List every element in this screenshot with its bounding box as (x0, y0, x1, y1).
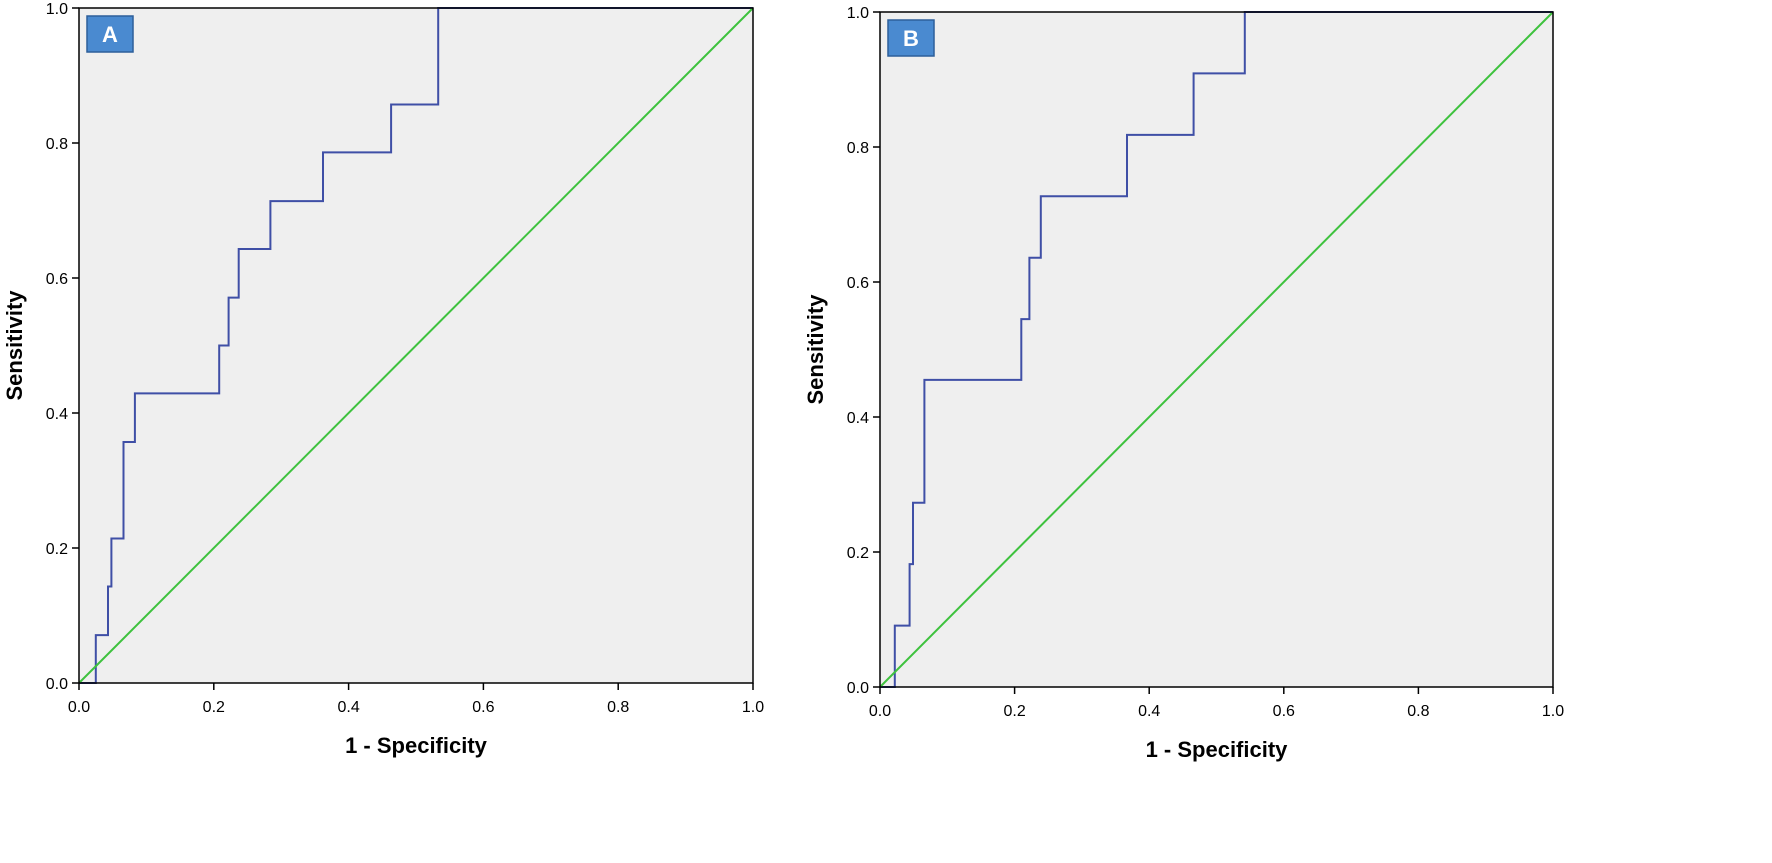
y-tick-label: 0.4 (46, 406, 68, 423)
y-tick-label: 0.8 (46, 136, 68, 153)
plot-frame (78, 7, 754, 684)
x-tick-label: 0.2 (1003, 703, 1025, 720)
x-tick-label: 0.2 (203, 699, 225, 716)
y-tick-label: 0.0 (46, 676, 68, 693)
panel-tag-box (86, 15, 134, 53)
y-tick-label: 0.2 (847, 545, 869, 562)
x-axis-title: 1 - Specificity (1146, 737, 1289, 762)
y-tick-label: 0.8 (847, 140, 869, 157)
plot-frame (879, 11, 1554, 688)
x-tick-label: 0.0 (869, 703, 891, 720)
reference-line (879, 11, 1554, 688)
y-tick-label: 1.0 (46, 1, 68, 18)
x-tick-label: 0.8 (1407, 703, 1429, 720)
x-tick-label: 1.0 (742, 699, 764, 716)
reference-line (78, 7, 754, 684)
roc-panel-b: 0.0 0.2 0.4 0.6 0.8 1.0 0.0 0.2 0.4 0.6 0.8 1.0 1 - … (803, 5, 1564, 762)
x-tick-label: 1.0 (1542, 703, 1564, 720)
y-axis-title: Sensitivity (2, 290, 27, 401)
y-tick-label: 1.0 (847, 5, 869, 22)
x-tick-label: 0.6 (472, 699, 494, 716)
panel-tag-label: A (102, 22, 118, 47)
panel-tag: A (86, 15, 134, 53)
x-tick-label: 0.4 (337, 699, 359, 716)
y-tick-label: 0.6 (847, 275, 869, 292)
y-tick-label: 0.6 (46, 271, 68, 288)
panel-tag-label: B (903, 26, 919, 51)
y-tick-label: 0.2 (46, 541, 68, 558)
y-tick-label: 0.4 (847, 410, 869, 427)
panel-tag: B (887, 19, 935, 57)
x-axis-title: 1 - Specificity (345, 733, 488, 758)
roc-curve (880, 11, 1553, 688)
x-tick-label: 0.8 (607, 699, 629, 716)
x-tick-label: 0.4 (1138, 703, 1160, 720)
x-tick-label: 0.0 (68, 699, 90, 716)
x-tick-label: 0.6 (1273, 703, 1295, 720)
y-axis-title: Sensitivity (803, 294, 828, 405)
y-tick-label: 0.0 (847, 680, 869, 697)
roc-curve (79, 7, 753, 684)
roc-panel-a: 0.0 0.2 0.4 0.6 0.8 1.0 0.0 0.2 0.4 0.6 0.8 1.0 1 - … (2, 1, 764, 758)
panel-tag-box (887, 19, 935, 57)
